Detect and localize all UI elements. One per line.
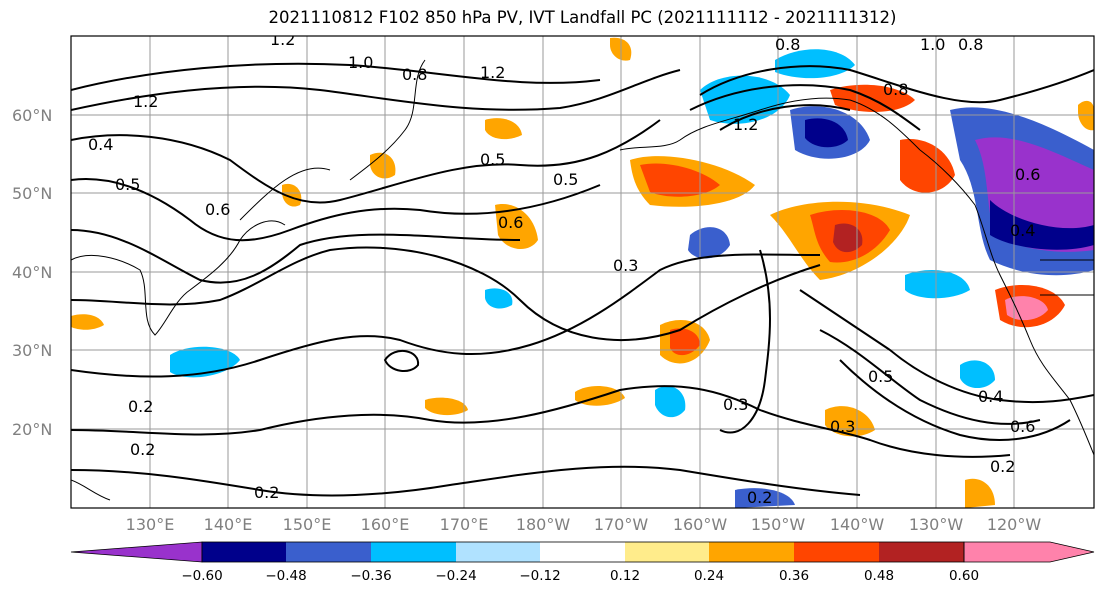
lon-label: 140°W — [830, 515, 885, 534]
colorbar-extend-low — [70, 541, 203, 563]
positive-anomaly-region — [670, 328, 700, 356]
lon-label: 160°E — [361, 515, 410, 534]
lon-label: 170°W — [594, 515, 649, 534]
colorbar-tick-label: −0.24 — [435, 568, 476, 584]
contour-label: 0.2 — [130, 440, 155, 459]
positive-anomaly-region — [71, 314, 104, 330]
lon-label: 180°W — [516, 515, 571, 534]
colorbar-segment — [286, 542, 371, 562]
contour-label: 0.6 — [1015, 165, 1040, 184]
positive-anomaly-region — [965, 478, 995, 508]
contour-labels: 1.2 1.2 1.0 0.8 1.2 0.4 0.5 0.6 0.5 0.5 … — [88, 30, 1040, 507]
colorbar-tick-label: −0.60 — [181, 568, 222, 584]
colorbar: −0.60 −0.48 −0.36 −0.24 −0.12 0.12 0.24 0.36 0.4… — [70, 541, 1095, 584]
positive-anomaly-region — [900, 139, 955, 193]
lat-label: 20°N — [12, 420, 52, 439]
lon-label: 150°E — [283, 515, 332, 534]
contour-label: 0.4 — [88, 135, 113, 154]
colorbar-segment — [879, 542, 964, 562]
contour-label: 0.8 — [958, 35, 983, 54]
colorbar-segment — [709, 542, 794, 562]
strong-positive-region — [1005, 296, 1048, 321]
colorbar-segment — [625, 542, 709, 562]
pv-contours — [71, 62, 1094, 497]
contour-label: 1.2 — [480, 63, 505, 82]
contour-label: 0.3 — [613, 256, 638, 275]
negative-anomaly-region — [960, 360, 995, 389]
lon-label: 160°W — [673, 515, 728, 534]
colorbar-tick-label: −0.48 — [265, 568, 306, 584]
negative-anomaly-region — [735, 488, 795, 508]
contour-label: 1.0 — [348, 53, 373, 72]
lat-label: 60°N — [12, 106, 52, 125]
positive-anomaly-region — [425, 397, 468, 416]
map-title: 2021110812 F102 850 hPa PV, IVT Landfall… — [268, 8, 897, 27]
negative-anomaly-region — [905, 270, 970, 299]
colorbar-extend-high — [963, 541, 1095, 563]
negative-core-region — [805, 118, 848, 148]
lon-label: 170°E — [440, 515, 489, 534]
positive-anomaly-region — [1078, 100, 1094, 131]
colorbar-segment — [202, 542, 286, 562]
colorbar-tick-label: 0.60 — [949, 568, 979, 584]
contour-label: 0.5 — [553, 170, 578, 189]
positive-anomaly-region — [485, 118, 522, 140]
contour-label: 0.2 — [990, 457, 1015, 476]
colorbar-tick-label: −0.36 — [350, 568, 391, 584]
contour-label: 1.2 — [133, 92, 158, 111]
colorbar-tick-label: 0.12 — [610, 568, 640, 584]
colorbar-segment — [540, 542, 625, 562]
contour-label: 0.2 — [254, 483, 279, 502]
colorbar-tick-label: 0.48 — [864, 568, 894, 584]
contour-label: 0.6 — [205, 200, 230, 219]
lat-label: 30°N — [12, 341, 52, 360]
lon-label: 120°W — [987, 515, 1042, 534]
contour-label: 0.4 — [1010, 221, 1035, 240]
colorbar-segment — [371, 542, 456, 562]
contour-label: 0.5 — [868, 367, 893, 386]
contour-label: 1.0 — [920, 35, 945, 54]
latitude-labels: 60°N 50°N 40°N 30°N 20°N — [12, 106, 52, 439]
colorbar-tick-label: 0.24 — [694, 568, 724, 584]
colorbar-outline — [201, 541, 965, 563]
contour-label: 0.3 — [830, 417, 855, 436]
contour-label: 0.8 — [775, 35, 800, 54]
negative-anomaly-region — [688, 227, 730, 259]
positive-core-region — [833, 223, 863, 253]
colorbar-tick-label: 0.36 — [779, 568, 809, 584]
lat-label: 40°N — [12, 263, 52, 282]
contour-label: 0.8 — [883, 80, 908, 99]
colorbar-tick-label: −0.12 — [519, 568, 560, 584]
colorbar-segment — [456, 542, 540, 562]
contour-label: 0.2 — [747, 488, 772, 507]
contour-label: 0.6 — [1010, 417, 1035, 436]
negative-anomaly-region — [485, 288, 513, 309]
lon-label: 130°W — [909, 515, 964, 534]
negative-core-region — [990, 200, 1094, 250]
negative-anomaly-region — [775, 49, 855, 79]
graticule — [71, 36, 1094, 508]
negative-anomaly-region — [655, 386, 686, 418]
longitude-labels: 130°E 140°E 150°E 160°E 170°E 180°W 170°… — [126, 515, 1042, 534]
contour-label: 0.6 — [498, 213, 523, 232]
colorbar-segment — [794, 542, 879, 562]
contour-label: 0.5 — [480, 150, 505, 169]
positive-anomaly-region — [495, 204, 538, 250]
contour-label: 0.5 — [115, 175, 140, 194]
map-border — [70, 35, 1095, 509]
lon-label: 130°E — [126, 515, 175, 534]
lat-label: 50°N — [12, 184, 52, 203]
contour-label: 1.2 — [733, 115, 758, 134]
lon-label: 140°E — [204, 515, 253, 534]
contour-label: 0.2 — [128, 397, 153, 416]
lon-label: 150°W — [751, 515, 806, 534]
contour-label: 0.3 — [723, 395, 748, 414]
contour-label: 1.2 — [270, 30, 295, 49]
contour-label: 0.4 — [978, 387, 1003, 406]
contour-label: 0.8 — [402, 65, 427, 84]
positive-anomaly-region — [282, 183, 302, 207]
